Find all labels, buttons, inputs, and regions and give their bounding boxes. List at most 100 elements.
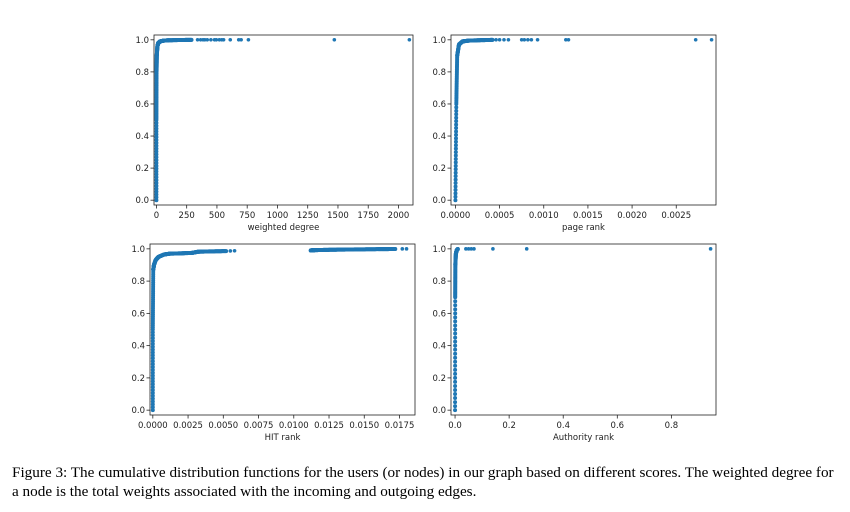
data-point: [154, 189, 159, 194]
data-point: [453, 303, 458, 308]
y-tick-label: 1.0: [432, 245, 446, 255]
outlier-point: [709, 38, 714, 42]
data-point: [454, 105, 459, 110]
y-tick-label: 0.4: [131, 342, 145, 352]
data-point: [154, 149, 159, 154]
data-point: [150, 347, 155, 352]
data-point: [453, 160, 458, 165]
data-point: [453, 174, 458, 179]
x-tick-label: 1000: [267, 211, 289, 221]
data-point: [453, 156, 458, 161]
data-point: [453, 187, 458, 192]
data-point: [453, 311, 458, 316]
data-point: [154, 166, 159, 171]
data-point: [454, 119, 459, 124]
data-point: [154, 158, 159, 163]
x-tick-label: 0.0100: [279, 421, 309, 431]
outlier-point: [497, 38, 502, 42]
data-point: [453, 167, 458, 172]
data-point: [453, 343, 458, 348]
y-tick-label: 0.4: [135, 132, 149, 142]
data-point: [154, 132, 159, 137]
x-axis-label: HIT rank: [265, 433, 301, 443]
x-axis-label: Authority rank: [553, 433, 614, 443]
y-tick-label: 0.6: [432, 100, 446, 110]
x-tick-label: 1500: [327, 211, 349, 221]
data-point: [150, 367, 155, 372]
plot-frame: [450, 243, 717, 416]
x-tick-label: 0.0010: [529, 211, 559, 221]
data-point: [393, 247, 398, 252]
outlier-point: [506, 38, 511, 42]
x-axis-label: page rank: [562, 223, 605, 233]
data-point: [453, 177, 458, 182]
outlier-point: [400, 247, 405, 251]
data-point: [454, 129, 459, 134]
outlier-point: [221, 38, 226, 42]
data-point: [154, 129, 159, 134]
y-tick-label: 1.0: [135, 36, 149, 46]
data-point: [454, 108, 459, 113]
data-point: [453, 143, 458, 148]
outlier-point: [404, 247, 409, 251]
data-point: [453, 392, 458, 397]
data-point: [154, 186, 159, 191]
x-tick-label: 500: [209, 211, 225, 221]
data-point: [150, 402, 155, 407]
data-point: [453, 387, 458, 392]
outlier-point: [332, 38, 337, 42]
data-point: [150, 353, 155, 358]
data-point: [150, 344, 155, 349]
y-tick-label: 1.0: [432, 36, 446, 46]
data-point: [454, 126, 459, 131]
data-point: [154, 155, 159, 160]
data-point: [150, 382, 155, 387]
plot-frame: [149, 243, 416, 416]
subplot-2: 0.0 0.2 0.4 0.6 0.8 1.0 0.0000 0.0005 0.0010 0.00…: [432, 34, 717, 233]
data-point: [150, 356, 155, 361]
data-point: [453, 319, 458, 324]
data-point: [150, 359, 155, 364]
x-tick-label: 0.0025: [173, 421, 203, 431]
outlier-point: [209, 38, 213, 42]
data-point: [150, 362, 155, 367]
data-point: [453, 367, 458, 372]
outlier-point: [529, 38, 534, 42]
outlier-point: [228, 38, 233, 42]
outlier-point: [472, 247, 476, 251]
data-point: [453, 375, 458, 380]
data-point: [453, 396, 458, 401]
data-point: [154, 172, 159, 177]
outlier-point: [239, 38, 243, 42]
x-tick-label: 1750: [357, 211, 379, 221]
data-point: [150, 387, 155, 392]
data-point: [453, 339, 458, 344]
data-point: [154, 152, 159, 157]
data-point: [455, 247, 460, 252]
x-tick-label: 0.0: [448, 421, 462, 431]
data-point: [154, 163, 159, 168]
data-point: [454, 115, 459, 120]
data-point: [453, 194, 458, 199]
data-point: [453, 307, 458, 312]
figure-caption: Figure 3: The cumulative distribution fu…: [12, 464, 834, 500]
data-point: [453, 400, 458, 405]
y-tick-label: 0.8: [135, 68, 149, 78]
data-point: [154, 192, 159, 197]
outlier-point: [693, 38, 698, 42]
data-point: [154, 195, 159, 200]
outlier-point: [407, 38, 412, 42]
y-tick-label: 0.2: [135, 164, 149, 174]
outlier-point: [464, 247, 468, 251]
outlier-point: [466, 247, 471, 251]
data-point: [150, 408, 155, 413]
outlier-point: [522, 38, 527, 42]
data-point: [453, 331, 458, 336]
data-point: [150, 333, 155, 338]
plot-frame: [153, 34, 414, 206]
data-point: [150, 339, 155, 344]
data-point: [453, 404, 458, 409]
outlier-point: [566, 38, 571, 42]
data-point: [154, 181, 159, 186]
data-point: [453, 327, 458, 332]
